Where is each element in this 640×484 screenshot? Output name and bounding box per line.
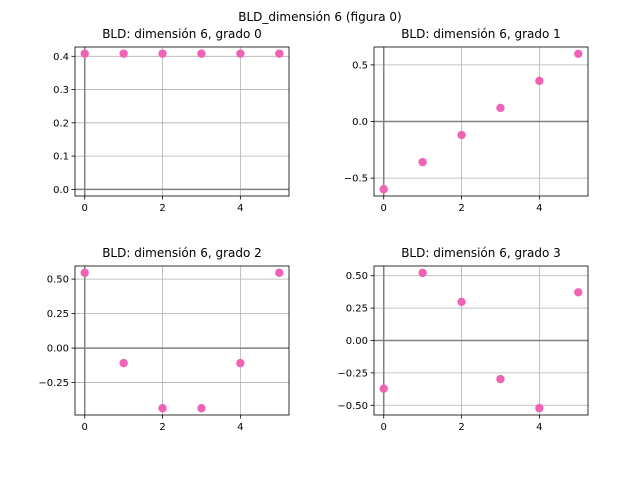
data-point [496, 103, 505, 113]
x-tick-label: 0 [82, 203, 88, 214]
x-tick-label: 0 [82, 422, 88, 433]
subplot-title: BLD: dimensión 6, grado 1 [401, 27, 561, 41]
y-tick-label: 0.5 [352, 60, 368, 71]
x-tick-label: 2 [159, 422, 165, 433]
subplot-0: 0 2 4 0.0 0.1 0.2 0.3 0.4 BLD: dimensión 6, grad… [53, 27, 290, 214]
x-tick-label: 4 [536, 203, 542, 214]
y-tick-label: 0.00 [47, 344, 69, 355]
data-point [197, 404, 206, 413]
data-point [535, 403, 544, 413]
data-point [418, 157, 427, 167]
data-point [275, 49, 284, 58]
x-tick-label: 2 [159, 203, 165, 214]
x-tick-label: 4 [536, 422, 542, 433]
data-point [158, 404, 167, 413]
subplot-1: 0 2 4 −0.5 0.0 0.5 BLD: dimensión 6, grado 1 [344, 27, 589, 214]
data-point [457, 130, 466, 140]
y-tick-label: 0.1 [53, 152, 69, 163]
plot-frame [74, 46, 290, 197]
data-point [496, 374, 505, 384]
x-tick-label: 2 [458, 422, 464, 433]
data-point [379, 384, 388, 393]
data-point [197, 49, 206, 58]
data-point [418, 268, 427, 278]
x-tick-label: 0 [381, 422, 387, 433]
data-point [119, 358, 128, 368]
data-point [236, 49, 245, 58]
y-tick-label: −0.25 [38, 378, 69, 389]
data-point [379, 185, 388, 194]
y-tick-label: 0.0 [53, 185, 69, 196]
y-tick-label: 0.2 [53, 118, 69, 129]
x-tick-label: 4 [237, 422, 243, 433]
subplot-2: 0 2 4 −0.25 0.00 0.25 0.50 BLD: dimensión 6, gr… [38, 246, 290, 433]
subplot-title: BLD: dimensión 6, grado 2 [102, 246, 262, 260]
y-tick-label: −0.5 [344, 174, 368, 185]
data-point [158, 49, 167, 58]
y-tick-label: 0.25 [47, 309, 69, 320]
data-point [119, 49, 128, 58]
y-tick-label: 0.00 [346, 336, 368, 347]
data-point [275, 268, 284, 277]
x-tick-label: 4 [237, 203, 243, 214]
data-point [80, 49, 89, 58]
data-point [457, 297, 466, 307]
data-point [574, 288, 583, 297]
x-tick-label: 2 [458, 203, 464, 214]
y-tick-label: 0.0 [352, 117, 368, 128]
y-tick-label: 0.50 [346, 271, 368, 282]
y-tick-label: −0.50 [337, 401, 368, 412]
subplot-3: 0 2 4 −0.50 −0.25 0.00 0.25 0.50 BLD: dimensión … [337, 246, 589, 433]
subplot-title: BLD: dimensión 6, grado 0 [102, 27, 262, 41]
data-point [535, 76, 544, 86]
subplot-title: BLD: dimensión 6, grado 3 [401, 246, 561, 260]
y-tick-label: 0.4 [53, 52, 69, 63]
subplot-grid: 0 2 4 0.0 0.1 0.2 0.3 0.4 BLD: dimensión 6, grad… [38, 27, 589, 433]
plot-frame [74, 265, 290, 416]
y-tick-label: 0.50 [47, 275, 69, 286]
data-point [574, 49, 583, 58]
data-point [80, 268, 89, 277]
y-tick-label: −0.25 [337, 368, 368, 379]
data-point [236, 358, 245, 368]
figure-title: BLD_dimensión 6 (figura 0) [238, 10, 401, 24]
y-tick-label: 0.3 [53, 85, 69, 96]
y-tick-label: 0.25 [346, 304, 368, 315]
x-tick-label: 0 [381, 203, 387, 214]
